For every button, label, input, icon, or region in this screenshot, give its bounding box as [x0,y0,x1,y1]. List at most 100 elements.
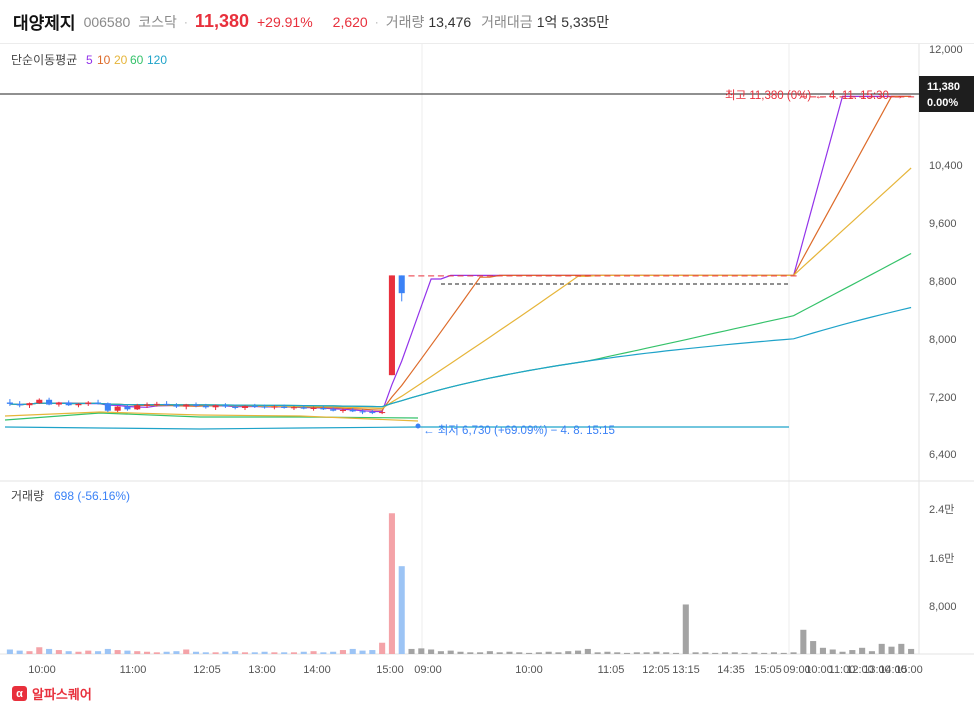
brand-name: 알파스퀘어 [32,687,92,702]
candle-body [173,405,180,407]
volume-bar [16,650,23,654]
change-rate: +29.91% [256,13,313,30]
volume-bar [173,651,180,654]
volume-bar [349,648,356,654]
volume-bar [212,652,219,654]
candle-body [241,405,249,408]
candle-body [741,275,748,277]
volume-bar [290,652,298,654]
candle-body [594,275,601,277]
candle-body [46,399,53,405]
volume-bar [633,652,640,654]
candle-body [467,275,474,277]
candle-body [85,402,92,404]
candle-body [408,275,415,277]
candle-body [16,403,23,406]
candle-body [496,275,503,277]
candle-body [300,407,307,409]
y-tick-label: 12,000 [929,44,963,56]
candle-body [614,275,621,277]
candle-body [898,96,905,98]
ma-10-line [9,95,912,411]
candle-body [232,406,239,408]
volume-bar [163,651,170,654]
moving-averages [4,95,912,430]
volume-bar [467,652,474,654]
volume-y-axis: 2.4만 1.6만 8,000 [929,503,957,613]
candle-body [604,275,611,277]
low-marker [415,423,421,429]
volume-bar [124,650,131,654]
candle-body [388,275,395,376]
volume-bar [486,651,493,654]
candle-body [26,403,33,406]
volume-panel-label: 거래량 [11,489,44,503]
candle-body [545,275,552,277]
volume-bar [55,650,62,654]
candle-body [643,275,650,277]
volume-bar [339,650,346,654]
candle-body [6,402,13,404]
candle-body [398,275,405,294]
volume-tick-label: 8,000 [929,601,957,613]
volume-bar [614,652,621,654]
volume-bar [75,651,82,654]
change-amount: 2,620 [332,13,368,30]
candle-body [212,405,219,408]
candle-body [888,96,895,98]
volume-bar [134,651,141,654]
chart-annotations: 최고 11,380 (0%) ← 4. 11. 15:30 → ← 최저 6,7… [415,89,904,437]
volume-bar [95,651,102,654]
x-tick-label: 10:00 [28,664,56,676]
volume-bar [604,651,611,654]
volume-bar [712,652,719,654]
separator-dot: · [374,14,379,29]
candle-body [75,403,82,406]
candle-body [516,275,523,277]
candle-body [477,275,484,277]
volume-tick-label: 1.6만 [929,552,954,565]
volume-panel-value: 698 (-56.16%) [54,489,130,503]
stock-name[interactable]: 대양제지 [13,14,76,33]
candle-body [55,402,62,405]
x-tick-label: 11:00 [829,664,856,676]
ma-20-old [4,411,419,422]
volume-bar [575,650,582,654]
volume-bar [437,651,444,654]
candle-body [457,275,464,277]
separator-dot: · [183,14,188,29]
candle-body [163,403,170,406]
stock-chart[interactable]: 단순이동평균 5 10 20 60 120 12,000 10,400 9,60… [0,44,974,677]
candle-body [859,96,866,98]
volume-bar [222,651,229,654]
candle-body [526,275,533,277]
candle-body [202,405,209,408]
volume-bar [114,650,121,654]
volume-bar [241,652,249,654]
price-tag-rate: 0.00% [927,97,958,109]
volume-bar [369,650,376,654]
volume-bar [192,651,200,654]
volume-bar [565,651,572,654]
ma-legend-label: 단순이동평균 [11,53,77,67]
candle-body [878,96,885,98]
volume-bar [6,649,13,654]
candle-body [447,275,454,277]
volume-bar [26,651,33,654]
y-tick-label: 8,800 [929,276,957,288]
x-tick-label: 13:00 [863,664,891,676]
candle-body [369,412,376,414]
x-tick-label: 15:00 [376,664,404,676]
volume-bar [281,652,288,654]
candle-body [849,96,856,98]
candle-body [330,409,337,411]
candle-body [379,412,386,414]
brand-footer[interactable]: α 알파스퀘어 [12,684,92,703]
chart-canvas[interactable]: 단순이동평균 5 10 20 60 120 12,000 10,400 9,60… [0,44,974,677]
ma-legend-20: 20 [114,53,128,67]
candle-body [770,275,777,277]
candle-body [271,406,278,408]
x-tick-label: 13:15 [672,664,700,676]
y-tick-label: 10,400 [929,160,963,172]
volume-bar [408,648,415,654]
